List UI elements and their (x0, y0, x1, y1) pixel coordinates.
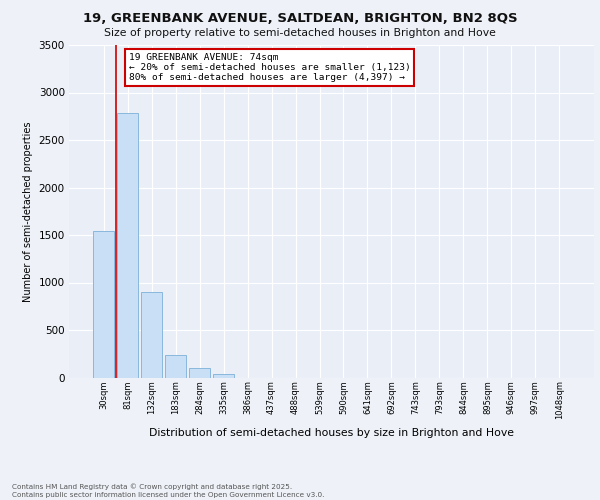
Bar (93, 231, 115, 378)
Bar (141, 292, 163, 378)
Text: Contains HM Land Registry data © Crown copyright and database right 2025.
Contai: Contains HM Land Registry data © Crown c… (12, 484, 325, 498)
Text: 19, GREENBANK AVENUE, SALTDEAN, BRIGHTON, BN2 8QS: 19, GREENBANK AVENUE, SALTDEAN, BRIGHTON… (83, 12, 517, 26)
Bar (189, 368, 211, 378)
Text: 19 GREENBANK AVENUE: 74sqm
← 20% of semi-detached houses are smaller (1,123)
80%: 19 GREENBANK AVENUE: 74sqm ← 20% of semi… (129, 52, 410, 82)
Y-axis label: Number of semi-detached properties: Number of semi-detached properties (23, 121, 33, 302)
X-axis label: Distribution of semi-detached houses by size in Brighton and Hove: Distribution of semi-detached houses by … (149, 428, 514, 438)
Text: Size of property relative to semi-detached houses in Brighton and Hove: Size of property relative to semi-detach… (104, 28, 496, 38)
Bar (165, 355, 187, 378)
Bar (213, 374, 235, 378)
Bar (117, 114, 139, 378)
